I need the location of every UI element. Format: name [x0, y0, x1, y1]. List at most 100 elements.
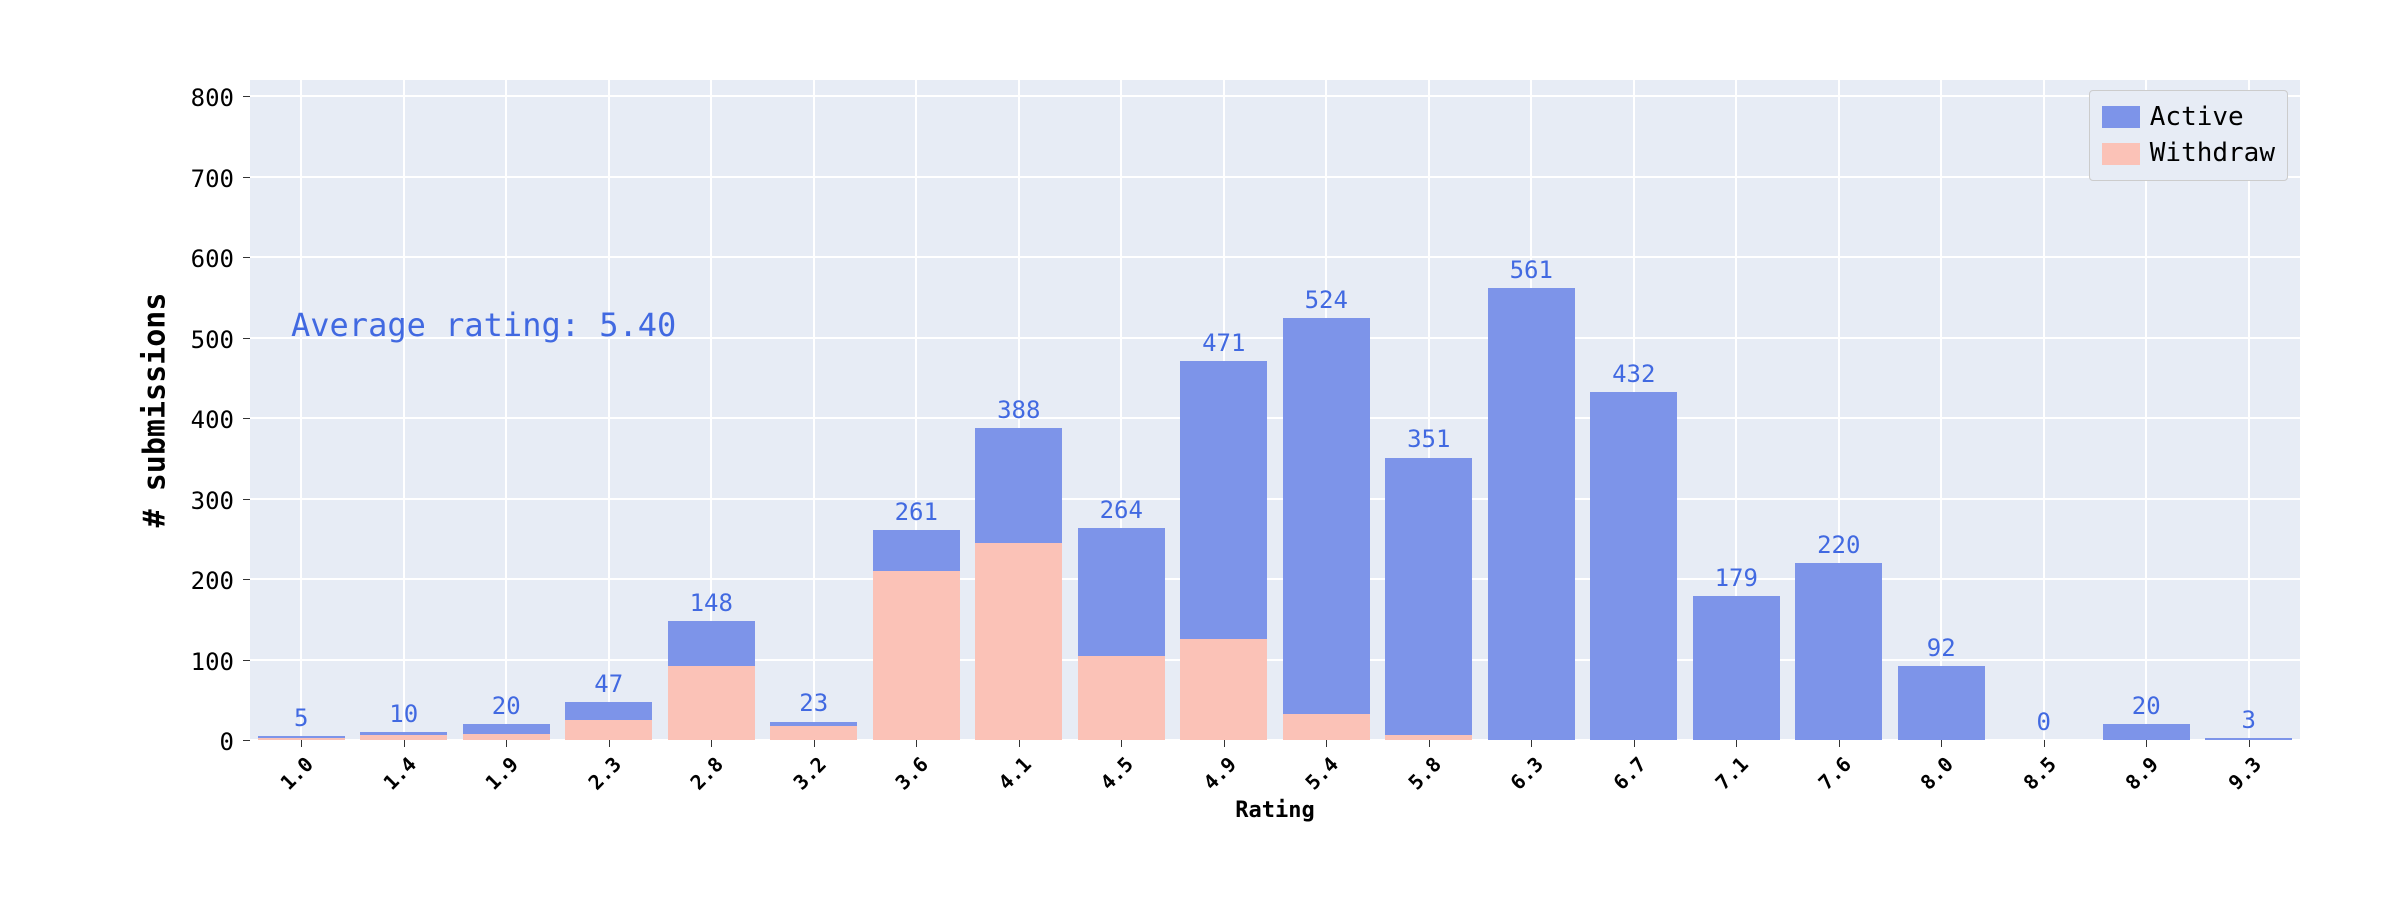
- bar-active: [873, 530, 960, 571]
- x-tick-label: 4.9: [1181, 752, 1240, 811]
- grid-line: [250, 176, 2300, 178]
- bar-active: [1283, 318, 1370, 714]
- y-axis-label: # submissions: [138, 293, 173, 528]
- average-rating-annotation: Average rating: 5.40: [291, 306, 676, 344]
- x-tick-mark: [2249, 740, 2250, 747]
- bar-active: [668, 621, 755, 666]
- bar-total-label: 220: [1817, 531, 1860, 559]
- x-tick-label: 9.3: [2206, 752, 2265, 811]
- y-tick-label: 800: [191, 84, 234, 112]
- bar-withdraw: [770, 726, 857, 740]
- y-tick-mark: [243, 177, 250, 178]
- bar-total-label: 0: [2037, 708, 2051, 736]
- legend-swatch: [2102, 143, 2140, 165]
- x-tick-label: 8.0: [1899, 752, 1958, 811]
- bar-total-label: 20: [2132, 692, 2161, 720]
- x-tick-label: 8.5: [2001, 752, 2060, 811]
- bar-withdraw: [1078, 656, 1165, 741]
- y-tick-label: 400: [191, 406, 234, 434]
- y-tick-mark: [243, 579, 250, 580]
- y-tick-label: 100: [191, 648, 234, 676]
- grid-line: [505, 80, 507, 740]
- bar-withdraw: [1180, 639, 1267, 740]
- bar-active: [1590, 392, 1677, 740]
- grid-line: [608, 80, 610, 740]
- x-tick-mark: [1429, 740, 1430, 747]
- grid-line: [250, 659, 2300, 661]
- x-tick-label: 3.2: [771, 752, 830, 811]
- bar-total-label: 5: [294, 704, 308, 732]
- grid-line: [250, 498, 2300, 500]
- bar-withdraw: [1283, 714, 1370, 740]
- x-tick-label: 3.6: [874, 752, 933, 811]
- x-tick-mark: [301, 740, 302, 747]
- y-tick-mark: [243, 96, 250, 97]
- bar-active: [1795, 563, 1882, 740]
- x-tick-label: 6.7: [1591, 752, 1650, 811]
- x-tick-mark: [1634, 740, 1635, 747]
- x-tick-mark: [609, 740, 610, 747]
- x-tick-mark: [1531, 740, 1532, 747]
- x-tick-mark: [1224, 740, 1225, 747]
- bar-total-label: 3: [2242, 706, 2256, 734]
- x-tick-mark: [1839, 740, 1840, 747]
- bar-active: [770, 722, 857, 726]
- y-tick-label: 200: [191, 567, 234, 595]
- x-tick-mark: [814, 740, 815, 747]
- x-tick-mark: [916, 740, 917, 747]
- bar-active: [1693, 596, 1780, 740]
- x-tick-label: 2.8: [669, 752, 728, 811]
- x-tick-label: 5.8: [1386, 752, 1445, 811]
- x-tick-label: 4.5: [1079, 752, 1138, 811]
- x-tick-label: 1.4: [361, 752, 420, 811]
- x-tick-mark: [1121, 740, 1122, 747]
- x-tick-mark: [2146, 740, 2147, 747]
- x-tick-mark: [404, 740, 405, 747]
- grid-line: [250, 417, 2300, 419]
- x-tick-mark: [1941, 740, 1942, 747]
- bar-active: [2103, 724, 2190, 740]
- grid-line: [250, 578, 2300, 580]
- x-tick-label: 2.3: [566, 752, 625, 811]
- bar-total-label: 179: [1715, 564, 1758, 592]
- bar-active: [1488, 288, 1575, 740]
- x-tick-mark: [711, 740, 712, 747]
- legend-item: Active: [2102, 99, 2275, 135]
- bar-active: [1898, 666, 1985, 740]
- bar-total-label: 47: [594, 670, 623, 698]
- bar-active: [360, 732, 447, 735]
- bar-active: [1385, 458, 1472, 736]
- grid-line: [250, 739, 2300, 741]
- x-tick-mark: [1736, 740, 1737, 747]
- y-tick-label: 300: [191, 487, 234, 515]
- x-tick-label: 1.9: [464, 752, 523, 811]
- bar-total-label: 432: [1612, 360, 1655, 388]
- bar-total-label: 388: [997, 396, 1040, 424]
- bar-withdraw: [873, 571, 960, 740]
- y-tick-label: 600: [191, 245, 234, 273]
- x-tick-label: 1.0: [259, 752, 318, 811]
- grid-line: [403, 80, 405, 740]
- bar-total-label: 148: [690, 589, 733, 617]
- grid-line: [2043, 80, 2045, 740]
- bar-total-label: 351: [1407, 425, 1450, 453]
- y-tick-label: 0: [220, 728, 234, 756]
- bar-total-label: 264: [1100, 496, 1143, 524]
- x-tick-label: 8.9: [2104, 752, 2163, 811]
- bar-total-label: 524: [1305, 286, 1348, 314]
- y-tick-mark: [243, 338, 250, 339]
- x-tick-mark: [506, 740, 507, 747]
- bar-active: [975, 428, 1062, 543]
- grid-line: [250, 256, 2300, 258]
- bar-withdraw: [975, 543, 1062, 740]
- y-tick-mark: [243, 740, 250, 741]
- x-tick-mark: [1326, 740, 1327, 747]
- legend-label: Active: [2150, 99, 2244, 135]
- bar-active: [565, 702, 652, 720]
- bar-total-label: 10: [389, 700, 418, 728]
- bar-total-label: 261: [895, 498, 938, 526]
- y-tick-label: 700: [191, 165, 234, 193]
- x-tick-label: 4.1: [976, 752, 1035, 811]
- x-tick-mark: [2044, 740, 2045, 747]
- legend-swatch: [2102, 106, 2140, 128]
